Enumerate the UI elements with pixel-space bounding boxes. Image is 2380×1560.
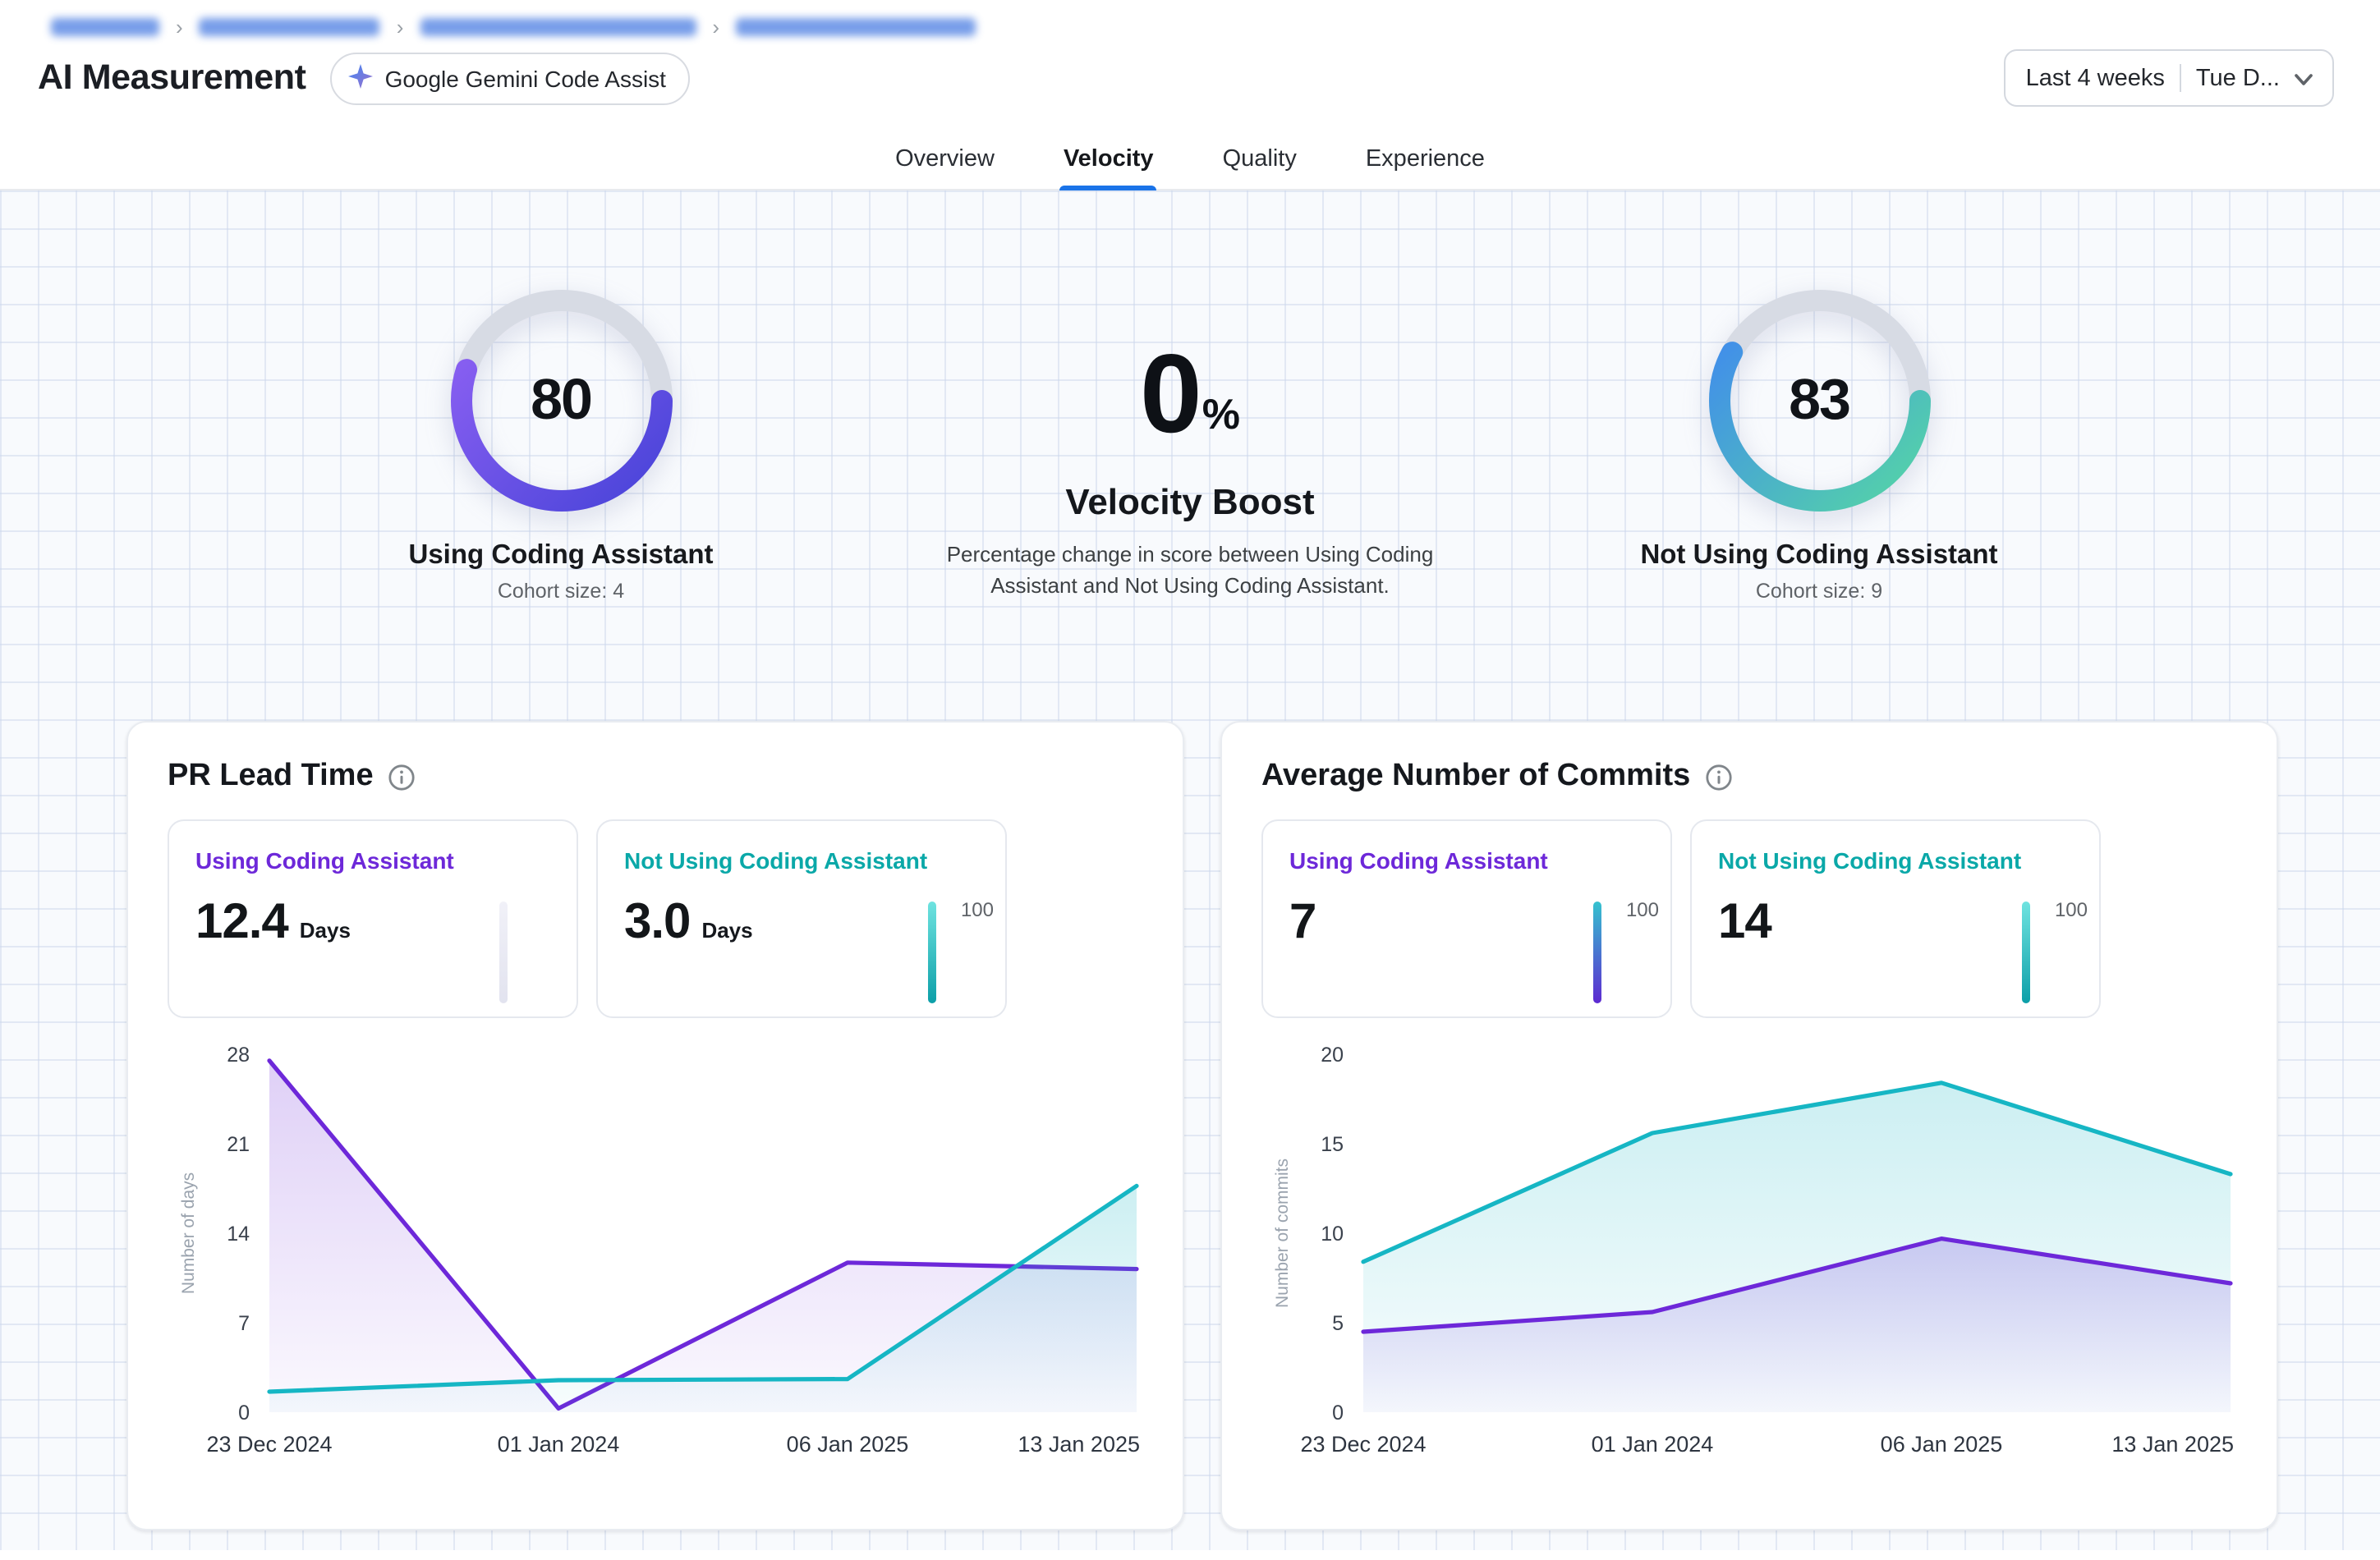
- breadcrumb-separator: ›: [396, 14, 404, 39]
- svg-text:21: 21: [227, 1133, 250, 1156]
- boost-value: 0 %: [1140, 332, 1240, 457]
- velocity-score-section: 80 Using Coding Assistant Cohort size: 4…: [0, 190, 2380, 721]
- gauge-ring: [450, 290, 672, 512]
- using-assistant-score: 80 Using Coding Assistant Cohort size: 4: [246, 286, 875, 721]
- tile-value: 12.4: [195, 895, 289, 949]
- svg-text:13 Jan 2025: 13 Jan 2025: [1018, 1432, 1140, 1457]
- breadcrumb-item-redacted[interactable]: [51, 17, 159, 35]
- date-range-label: Last 4 weeks: [2025, 65, 2165, 91]
- svg-text:01 Jan 2024: 01 Jan 2024: [498, 1432, 620, 1457]
- breadcrumb-item-redacted[interactable]: [420, 17, 696, 35]
- metric-cards: PR Lead Time Using Coding Assistant 12.4…: [0, 721, 2380, 1530]
- tile-value: 3.0: [624, 895, 691, 949]
- tile-scale-label: 100: [1625, 898, 1659, 921]
- svg-text:0: 0: [238, 1402, 250, 1425]
- tile-unit: Days: [299, 918, 351, 943]
- tile-scale-bar: [1593, 902, 1601, 1003]
- avg-commits-chart: 0 5 10 15 20 Number of commits 23 Dec 2024 01 J…: [1273, 1044, 2234, 1457]
- tab-bar: Overview Velocity Quality Experience: [0, 128, 2380, 190]
- cohort-size: Cohort size: 9: [1755, 580, 1883, 603]
- svg-text:15: 15: [1321, 1133, 1344, 1156]
- pr-lead-time-card: PR Lead Time Using Coding Assistant 12.4…: [126, 721, 1184, 1530]
- gauge-label: Using Coding Assistant: [408, 540, 714, 570]
- tab-quality[interactable]: Quality: [1222, 145, 1297, 172]
- date-range-select[interactable]: Last 4 weeks Tue D...: [2004, 49, 2334, 107]
- tile-unit: Days: [701, 918, 753, 943]
- sparkle-icon: [348, 63, 374, 93]
- page-title: AI Measurement: [38, 57, 306, 97]
- tab-overview[interactable]: Overview: [895, 145, 995, 172]
- velocity-boost: 0 % Velocity Boost Percentage change in …: [875, 286, 1505, 721]
- tab-velocity[interactable]: Velocity: [1059, 128, 1157, 190]
- gauge-ring: [1708, 290, 1930, 512]
- svg-text:01 Jan 2024: 01 Jan 2024: [1592, 1432, 1714, 1457]
- stat-tile-not-using: Not Using Coding Assistant 3.0 Days 100: [596, 819, 1007, 1018]
- breadcrumb-separator: ›: [712, 14, 720, 39]
- svg-text:Number of days: Number of days: [179, 1172, 198, 1294]
- tile-scale-bar: [928, 902, 936, 1003]
- not-using-assistant-score: 83 Not Using Coding Assistant Cohort siz…: [1505, 286, 2134, 721]
- breadcrumb-item-redacted[interactable]: [736, 17, 976, 35]
- using-assistant-gauge: 80: [446, 286, 676, 516]
- tile-scale-label: 100: [960, 898, 994, 921]
- card-title: Average Number of Commits: [1261, 759, 1691, 793]
- tile-label: Using Coding Assistant: [195, 847, 454, 874]
- gemini-badge-label: Google Gemini Code Assist: [384, 65, 666, 91]
- breadcrumb-item-redacted[interactable]: [199, 17, 380, 35]
- pr-lead-time-chart: 0 7 14 21 28 Number of days 23 Dec 2024 01 Jan …: [179, 1044, 1140, 1457]
- tile-scale-bar: [2022, 902, 2030, 1003]
- tile-label: Using Coding Assistant: [1289, 847, 1548, 874]
- gauge-value: 83: [1789, 368, 1851, 432]
- tab-experience[interactable]: Experience: [1365, 145, 1485, 172]
- stat-tile-using: Using Coding Assistant 12.4 Days: [168, 819, 578, 1018]
- not-using-assistant-gauge: 83: [1704, 286, 1934, 516]
- svg-text:Number of commits: Number of commits: [1273, 1159, 1292, 1308]
- svg-text:5: 5: [1332, 1312, 1344, 1335]
- tile-label: Not Using Coding Assistant: [1718, 847, 2022, 874]
- svg-text:10: 10: [1321, 1223, 1344, 1246]
- boost-description: Percentage change in score between Using…: [946, 541, 1434, 599]
- card-title: PR Lead Time: [168, 759, 374, 793]
- boost-number: 0: [1140, 332, 1202, 457]
- tile-value: 7: [1289, 895, 1316, 949]
- svg-text:06 Jan 2025: 06 Jan 2025: [1881, 1432, 2003, 1457]
- svg-text:20: 20: [1321, 1044, 1344, 1067]
- info-icon[interactable]: [1705, 763, 1733, 791]
- range-divider: [2179, 64, 2181, 92]
- svg-text:23 Dec 2024: 23 Dec 2024: [1300, 1432, 1426, 1457]
- breadcrumb-separator: ›: [176, 14, 183, 39]
- boost-title: Velocity Boost: [1065, 480, 1315, 522]
- cohort-size: Cohort size: 4: [497, 580, 625, 603]
- svg-text:13 Jan 2025: 13 Jan 2025: [2111, 1432, 2234, 1457]
- gemini-badge[interactable]: Google Gemini Code Assist: [330, 52, 691, 104]
- breadcrumb: › › ›: [0, 0, 2380, 39]
- info-icon[interactable]: [388, 763, 416, 791]
- svg-text:23 Dec 2024: 23 Dec 2024: [206, 1432, 332, 1457]
- svg-text:14: 14: [227, 1223, 250, 1246]
- gauge-label: Not Using Coding Assistant: [1640, 540, 1998, 570]
- tile-scale-bar: [499, 902, 508, 1003]
- svg-text:06 Jan 2025: 06 Jan 2025: [787, 1432, 909, 1457]
- tile-value: 14: [1718, 895, 1772, 949]
- chevron-down-icon: [2295, 65, 2313, 91]
- top-bar: › › › AI Measurement Google Gemini Code As…: [0, 0, 2380, 128]
- stat-tile-not-using: Not Using Coding Assistant 14 100: [1690, 819, 2101, 1018]
- dashboard-body: 80 Using Coding Assistant Cohort size: 4…: [0, 190, 2380, 1550]
- stat-tile-using: Using Coding Assistant 7 100: [1261, 819, 1672, 1018]
- tile-label: Not Using Coding Assistant: [624, 847, 928, 874]
- svg-text:7: 7: [238, 1312, 250, 1335]
- gauge-value: 80: [531, 368, 593, 432]
- avg-commits-card: Average Number of Commits Using Coding A…: [1220, 721, 2278, 1530]
- boost-unit: %: [1201, 388, 1240, 438]
- header-row: AI Measurement Google Gemini Code Assist…: [0, 39, 2380, 128]
- svg-text:0: 0: [1332, 1402, 1344, 1425]
- svg-text:28: 28: [227, 1044, 250, 1067]
- tile-scale-label: 100: [2054, 898, 2088, 921]
- date-range-detail: Tue D...: [2195, 65, 2280, 91]
